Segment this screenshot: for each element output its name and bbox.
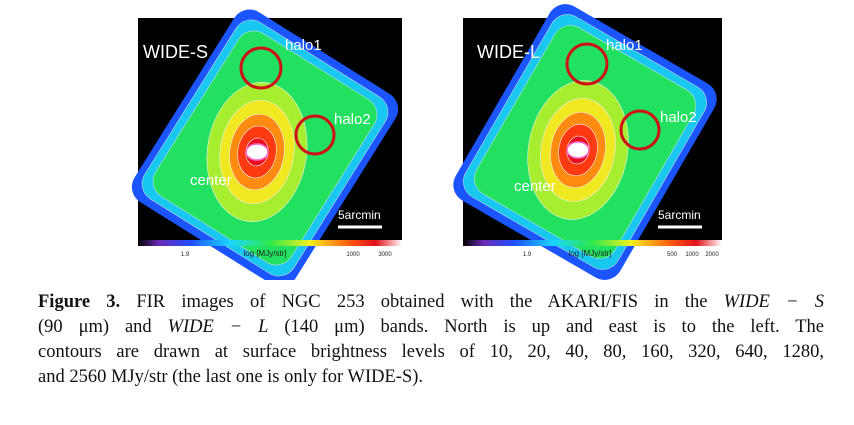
panel-label: WIDE-S: [143, 42, 208, 62]
colorbar: [463, 240, 722, 246]
band-name: WIDE − S: [723, 292, 824, 312]
colorbar-label: 500: [667, 252, 678, 258]
halo-label: halo2: [334, 111, 371, 128]
scale-label: 5arcmin: [658, 208, 701, 222]
halo-label: halo1: [606, 37, 643, 54]
panel-label: WIDE-L: [477, 42, 540, 62]
caption-text: and 2560 MJy/str (the last one is only f…: [38, 367, 424, 387]
colorbar-label: 1000: [685, 252, 699, 258]
halo-label: halo2: [660, 109, 697, 126]
colorbar-label: log [MJy/str]: [568, 249, 611, 258]
caption-text: (140 μm) bands. North is up and east is …: [268, 317, 824, 337]
caption-line: Figure 3. FIR images of NGC 253 obtained…: [38, 290, 824, 315]
caption-line: contours are drawn at surface brightness…: [38, 340, 824, 365]
colorbar-label: 2000: [705, 252, 719, 258]
colorbar-label: 1000: [346, 252, 360, 258]
core: [566, 141, 590, 159]
scale-label: 5arcmin: [338, 208, 381, 222]
halo-circle: [239, 46, 283, 90]
caption-line: and 2560 MJy/str (the last one is only f…: [38, 365, 824, 390]
halo-circle: [565, 42, 609, 86]
colorbar-label: 1.9: [181, 252, 190, 258]
halo-label: halo1: [285, 37, 322, 54]
colorbar-label: log [MJy/str]: [243, 249, 286, 258]
band-name: WIDE − L: [167, 317, 269, 337]
caption-text: (90 μm) and: [38, 317, 168, 337]
halo-circle: [294, 114, 336, 156]
core: [245, 143, 269, 161]
halo-circle: [619, 109, 661, 151]
colorbar-label: 1.9: [523, 252, 532, 258]
caption-text: contours are drawn at surface brightness…: [38, 342, 824, 362]
figure-label: Figure 3.: [38, 292, 121, 312]
figure: WIDE-S halo1 halo2 center 5arcmin 1.9 log [MJy…: [131, 4, 722, 280]
caption-text: FIR images of NGC 253 obtained with the …: [120, 292, 724, 312]
center-label: center: [514, 178, 556, 195]
caption-line: (90 μm) and WIDE − L (140 μm) bands. Nor…: [38, 315, 824, 340]
center-label: center: [190, 172, 232, 189]
caption: Figure 3. FIR images of NGC 253 obtained…: [38, 290, 824, 390]
colorbar: [138, 240, 402, 246]
colorbar-label: 3000: [378, 252, 392, 258]
